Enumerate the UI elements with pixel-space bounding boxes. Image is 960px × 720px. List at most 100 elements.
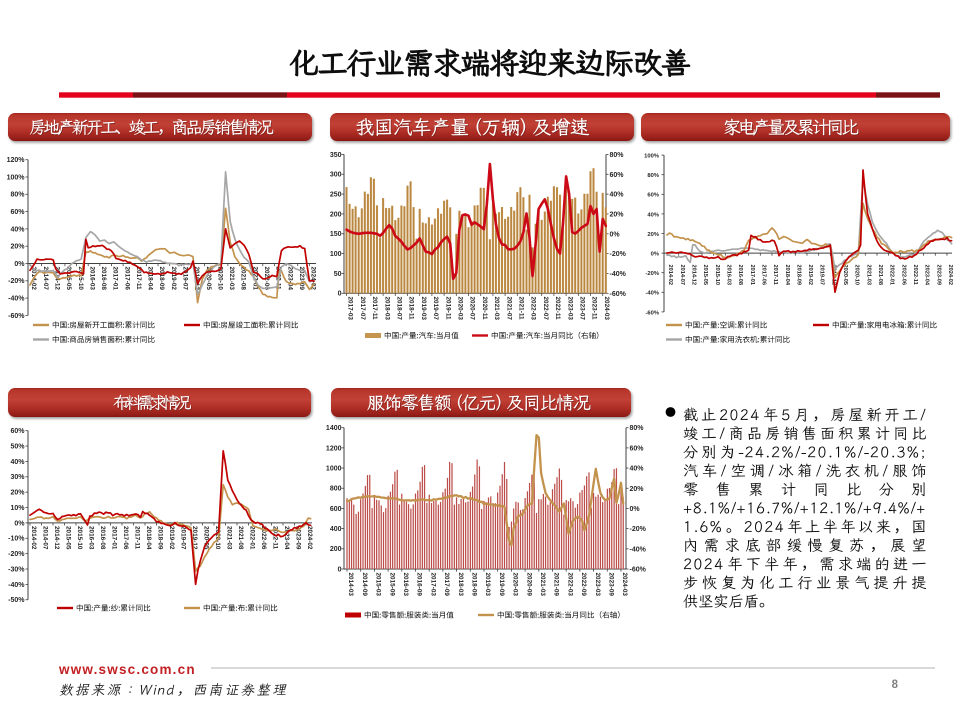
svg-text:2015-05: 2015-05 (702, 265, 708, 286)
svg-text:2020-05: 2020-05 (205, 267, 212, 291)
svg-text:0%: 0% (14, 520, 25, 527)
svg-text:100%: 100% (644, 154, 659, 160)
svg-text:60%: 60% (647, 193, 659, 199)
svg-text:2015-10: 2015-10 (714, 265, 720, 286)
svg-text:2017-06: 2017-06 (760, 265, 766, 286)
svg-text:2014-03: 2014-03 (347, 573, 354, 597)
svg-text:2019-12: 2019-12 (191, 526, 198, 550)
svg-text:0: 0 (338, 291, 342, 298)
svg-text:2018-04: 2018-04 (145, 526, 152, 550)
svg-text:2018-09: 2018-09 (158, 267, 165, 291)
svg-text:2017-03: 2017-03 (347, 297, 354, 321)
svg-text:2014-12: 2014-12 (53, 526, 60, 550)
svg-text:2014-07: 2014-07 (42, 267, 49, 291)
svg-text:-50%: -50% (8, 597, 25, 604)
svg-text:2014-07: 2014-07 (42, 526, 49, 550)
svg-text:250: 250 (330, 191, 342, 198)
svg-text:2018-04: 2018-04 (784, 265, 790, 286)
svg-text:-20%: -20% (630, 526, 647, 533)
svg-text:2017-01: 2017-01 (111, 526, 118, 550)
svg-text:2016-03: 2016-03 (725, 265, 731, 286)
svg-text:2019-03: 2019-03 (484, 573, 491, 597)
svg-text:2020-03: 2020-03 (457, 297, 464, 321)
svg-text:60%: 60% (10, 209, 25, 216)
svg-text:2014-12: 2014-12 (690, 265, 696, 286)
svg-text:2017-01: 2017-01 (112, 267, 119, 291)
svg-text:2022-06: 2022-06 (900, 265, 906, 286)
svg-text:www.swsc.com.cn: www.swsc.com.cn (58, 662, 196, 677)
svg-text:2017-11: 2017-11 (135, 267, 142, 291)
svg-text:120%: 120% (7, 157, 26, 164)
svg-text:2022-03: 2022-03 (566, 573, 573, 597)
svg-text:2017-01: 2017-01 (749, 265, 755, 286)
svg-text:2021-03: 2021-03 (493, 297, 500, 321)
svg-text:10%: 10% (10, 505, 25, 512)
svg-text:2021-07: 2021-07 (505, 297, 512, 321)
svg-text:2017-11: 2017-11 (134, 526, 141, 550)
svg-text:2020-07: 2020-07 (469, 297, 476, 321)
svg-text:2016-08: 2016-08 (99, 526, 106, 550)
svg-text:2023-09: 2023-09 (295, 526, 302, 550)
svg-text:2014-09: 2014-09 (361, 573, 368, 597)
svg-text:2020-09: 2020-09 (525, 573, 532, 597)
svg-text:2023-07: 2023-07 (579, 297, 586, 321)
svg-text:2023-04: 2023-04 (283, 526, 290, 550)
svg-text:2020-10: 2020-10 (216, 267, 223, 291)
svg-text:2017-06: 2017-06 (122, 526, 129, 550)
svg-text:2020-05: 2020-05 (842, 265, 848, 286)
svg-text:8: 8 (892, 679, 899, 691)
svg-text:-60%: -60% (610, 291, 627, 298)
svg-text:1000: 1000 (326, 465, 342, 472)
svg-text:2022-07: 2022-07 (542, 297, 549, 321)
svg-text:2017-03: 2017-03 (429, 573, 436, 597)
svg-text:200: 200 (330, 211, 342, 218)
svg-text:2018-07: 2018-07 (396, 297, 403, 321)
svg-text:2022-06: 2022-06 (260, 526, 267, 550)
svg-text:2018-11: 2018-11 (408, 297, 415, 321)
svg-text:2021-03: 2021-03 (539, 573, 546, 597)
svg-text:2021-03: 2021-03 (228, 267, 235, 291)
svg-text:2019-02: 2019-02 (168, 526, 175, 550)
svg-text:2022-09: 2022-09 (580, 573, 587, 597)
svg-text:0%: 0% (14, 261, 25, 268)
svg-text:20%: 20% (10, 490, 25, 497)
svg-text:300: 300 (330, 172, 342, 179)
svg-text:2018-09: 2018-09 (470, 573, 477, 597)
svg-text:2016-09: 2016-09 (416, 573, 423, 597)
svg-text:60%: 60% (630, 445, 645, 452)
svg-text:0%: 0% (651, 252, 659, 258)
svg-text:2019-07: 2019-07 (182, 267, 189, 291)
svg-text:40%: 40% (10, 459, 25, 466)
svg-text:2024-02: 2024-02 (310, 267, 317, 291)
svg-text:30%: 30% (10, 474, 25, 481)
svg-text:2023-03: 2023-03 (566, 297, 573, 321)
svg-text:-20%: -20% (610, 251, 627, 258)
svg-text:-20%: -20% (8, 551, 25, 558)
svg-text:80%: 80% (647, 173, 659, 179)
svg-text:2021-08: 2021-08 (237, 526, 244, 550)
svg-text:2015-09: 2015-09 (388, 573, 395, 597)
svg-text:100%: 100% (7, 174, 26, 181)
svg-text:40%: 40% (647, 212, 659, 218)
svg-text:800: 800 (330, 486, 342, 493)
svg-text:2024-02: 2024-02 (306, 526, 313, 550)
svg-text:0%: 0% (630, 506, 641, 513)
svg-text:400: 400 (330, 526, 342, 533)
svg-text:2016-08: 2016-08 (737, 265, 743, 286)
svg-text:2016-08: 2016-08 (100, 267, 107, 291)
svg-text:2015-03: 2015-03 (375, 573, 382, 597)
svg-text:-40%: -40% (8, 582, 25, 589)
svg-text:2019-07: 2019-07 (819, 265, 825, 286)
svg-text:2019-09: 2019-09 (498, 573, 505, 597)
svg-text:2019-03: 2019-03 (420, 297, 427, 321)
svg-text:2023-09: 2023-09 (298, 267, 305, 291)
svg-text:2020-03: 2020-03 (512, 573, 519, 597)
svg-text:40%: 40% (630, 466, 645, 473)
svg-text:2018-09: 2018-09 (795, 265, 801, 286)
svg-text:100: 100 (330, 251, 342, 258)
svg-text:20%: 20% (630, 486, 645, 493)
svg-text:50: 50 (334, 271, 342, 278)
svg-text:2014-07: 2014-07 (679, 265, 685, 286)
svg-text:2022-01: 2022-01 (249, 526, 256, 550)
svg-text:2021-11: 2021-11 (518, 297, 525, 321)
